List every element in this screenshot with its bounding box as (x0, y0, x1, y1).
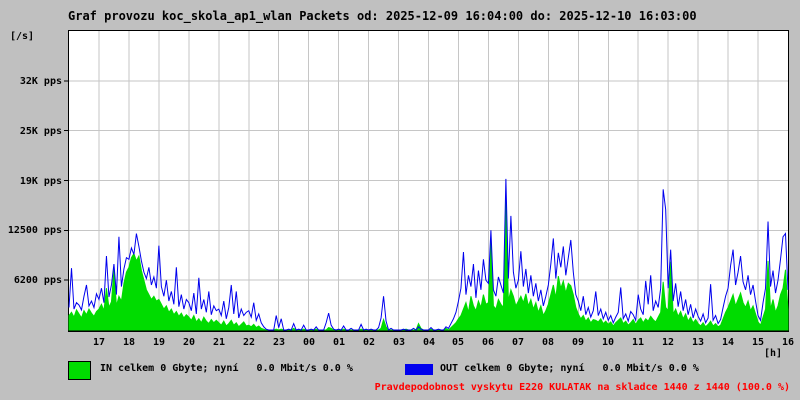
x-axis-tick-label: 16 (781, 337, 795, 348)
series-out-line (68, 178, 789, 331)
in-legend-label: IN celkem 0 Gbyte; nyní 0.0 Mbit/s 0.0 % (100, 363, 353, 374)
x-axis-tick-label: 00 (302, 337, 316, 348)
x-axis-tick-label: 06 (481, 337, 495, 348)
series-in-area (68, 197, 789, 331)
graph-title: Graf provozu koc_skola_ap1_wlan Packets … (68, 9, 697, 23)
stock-probability-text: Pravdepodobnost vyskytu E220 KULATAK na … (374, 382, 790, 393)
y-axis-unit-label: [/s] (10, 31, 35, 42)
x-axis-tick-label: 14 (721, 337, 735, 348)
x-axis-tick-label: 03 (392, 337, 406, 348)
x-axis-tick-label: 21 (212, 337, 226, 348)
out-legend-swatch (405, 364, 433, 375)
x-axis-tick-label: 01 (332, 337, 346, 348)
y-axis-tick-label: 32K pps (19, 76, 62, 87)
x-axis-tick-label: 04 (422, 337, 436, 348)
x-axis-tick-label: 10 (601, 337, 615, 348)
y-axis-tick-label: 6200 pps (13, 275, 62, 286)
y-axis-tick-label: 19K pps (19, 176, 62, 187)
x-axis-tick-label: 15 (751, 337, 765, 348)
traffic-plot-area (64, 30, 789, 332)
x-axis-tick-label: 22 (242, 337, 256, 348)
x-axis-tick-label: 11 (631, 337, 645, 348)
x-axis-tick-label: 05 (451, 337, 465, 348)
y-axis-tick-label: 12500 pps (7, 225, 62, 236)
x-axis-unit-label: [h] (764, 348, 783, 359)
x-axis-tick-label: 19 (152, 337, 166, 348)
in-legend-swatch (68, 361, 91, 380)
x-axis-tick-label: 13 (691, 337, 705, 348)
y-axis-tick-label: 25K pps (19, 126, 62, 137)
x-axis-tick-label: 07 (511, 337, 525, 348)
x-axis-tick-label: 23 (272, 337, 286, 348)
out-legend-label: OUT celkem 0 Gbyte; nyní 0.0 Mbit/s 0.0 … (440, 363, 699, 374)
x-axis-tick-label: 08 (541, 337, 555, 348)
x-axis-tick-label: 20 (182, 337, 196, 348)
x-axis-tick-label: 02 (362, 337, 376, 348)
traffic-chart (64, 31, 789, 331)
x-axis-tick-label: 12 (661, 337, 675, 348)
x-axis-tick-label: 17 (92, 337, 106, 348)
x-axis-tick-label: 09 (571, 337, 585, 348)
x-axis-tick-label: 18 (122, 337, 136, 348)
